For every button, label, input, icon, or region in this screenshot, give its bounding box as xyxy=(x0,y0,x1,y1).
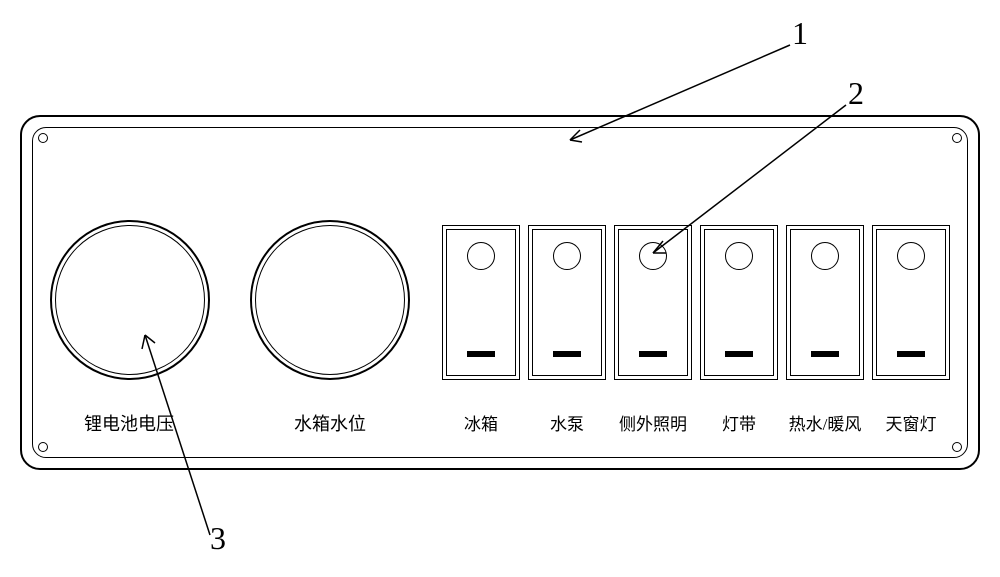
indicator-led-icon xyxy=(725,242,753,270)
rocker-switch-bezel xyxy=(790,229,860,376)
callout-1: 1 xyxy=(792,15,808,52)
switch-actuator-slot xyxy=(553,351,581,357)
gauge-battery-voltage xyxy=(50,220,210,380)
switch-label: 天窗灯 xyxy=(886,410,937,435)
screw-bottom-right xyxy=(952,442,962,452)
screw-top-right xyxy=(952,133,962,143)
indicator-led-icon xyxy=(553,242,581,270)
diagram-canvas: 锂电池电压 水箱水位 冰箱 水泵 侧外照明 灯带 热水/暖风天窗灯 1 2 3 xyxy=(0,0,1000,577)
switch-actuator-slot xyxy=(639,351,667,357)
switch-actuator-slot xyxy=(811,351,839,357)
rocker-switch[interactable] xyxy=(872,225,950,380)
indicator-led-icon xyxy=(897,242,925,270)
indicator-led-icon xyxy=(467,242,495,270)
rocker-switch-bezel xyxy=(532,229,602,376)
switch-label: 灯带 xyxy=(722,410,756,435)
switch-label: 冰箱 xyxy=(464,410,498,435)
gauge-battery-voltage-label: 锂电池电压 xyxy=(84,410,174,436)
switch-actuator-slot xyxy=(897,351,925,357)
rocker-switch[interactable] xyxy=(786,225,864,380)
indicator-led-icon xyxy=(811,242,839,270)
callout-2: 2 xyxy=(848,75,864,112)
screw-top-left xyxy=(38,133,48,143)
rocker-switch-bezel xyxy=(876,229,946,376)
rocker-switch-bezel xyxy=(446,229,516,376)
switch-actuator-slot xyxy=(725,351,753,357)
rocker-switch[interactable] xyxy=(614,225,692,380)
gauge-battery-voltage-ring xyxy=(55,225,205,375)
gauge-water-level xyxy=(250,220,410,380)
rocker-switch[interactable] xyxy=(528,225,606,380)
gauge-water-level-ring xyxy=(255,225,405,375)
switch-label: 侧外照明 xyxy=(619,410,687,435)
switch-label: 水泵 xyxy=(550,410,584,435)
switch-actuator-slot xyxy=(467,351,495,357)
rocker-switch[interactable] xyxy=(700,225,778,380)
indicator-led-icon xyxy=(639,242,667,270)
rocker-switch-bezel xyxy=(618,229,688,376)
rocker-switch[interactable] xyxy=(442,225,520,380)
rocker-switch-bezel xyxy=(704,229,774,376)
switch-label: 热水/暖风 xyxy=(789,410,862,435)
gauge-water-level-label: 水箱水位 xyxy=(294,410,366,436)
callout-3: 3 xyxy=(210,520,226,557)
screw-bottom-left xyxy=(38,442,48,452)
